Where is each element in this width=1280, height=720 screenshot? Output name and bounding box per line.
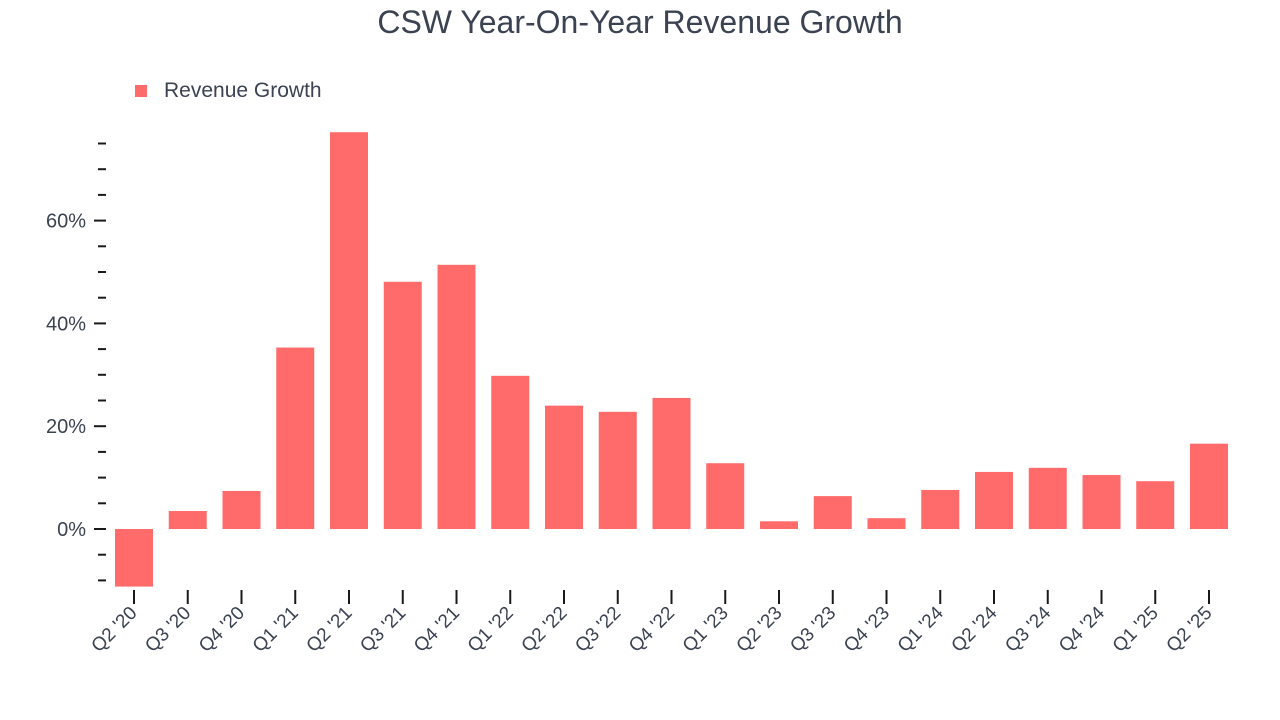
bar <box>921 489 960 529</box>
bar <box>1082 475 1121 529</box>
x-tick-label: Q2 '23 <box>733 603 787 657</box>
bar <box>545 405 583 529</box>
x-tick-label: Q4 '21 <box>410 603 464 657</box>
x-tick-label: Q4 '20 <box>195 603 249 657</box>
bar <box>1190 443 1228 529</box>
bar <box>168 511 207 529</box>
x-tick-label: Q1 '25 <box>1109 603 1163 657</box>
chart-title: CSW Year-On-Year Revenue Growth <box>377 4 903 40</box>
bar <box>760 521 798 529</box>
y-tick-label: 0% <box>57 519 86 541</box>
bar <box>1028 467 1067 529</box>
bar <box>437 264 476 529</box>
bar <box>975 471 1013 529</box>
bar <box>491 375 530 529</box>
bar <box>598 411 637 529</box>
x-tick-label: Q3 '24 <box>1001 602 1055 656</box>
legend-swatch <box>135 85 147 97</box>
x-tick-label: Q2 '24 <box>948 602 1002 656</box>
x-tick-label: Q2 '21 <box>303 603 357 657</box>
x-tick-label: Q1 '21 <box>249 603 303 657</box>
x-tick-label: Q4 '24 <box>1055 602 1109 656</box>
x-tick-label: Q3 '23 <box>786 603 840 657</box>
x-tick-label: Q1 '23 <box>679 603 733 657</box>
bar <box>813 496 852 529</box>
y-tick-label: 60% <box>46 211 86 233</box>
bar <box>330 132 368 529</box>
bar <box>1136 481 1175 529</box>
legend: Revenue Growth <box>135 79 322 103</box>
bar <box>383 281 422 529</box>
x-tick-label: Q3 '20 <box>141 603 195 657</box>
x-tick-label: Q4 '22 <box>625 603 679 657</box>
bar <box>276 347 315 529</box>
bar <box>867 518 906 529</box>
legend-label: Revenue Growth <box>164 79 322 102</box>
bar <box>115 529 153 587</box>
y-tick-label: 20% <box>46 416 86 438</box>
x-tick-label: Q2 '22 <box>518 603 572 657</box>
bar <box>652 397 691 529</box>
x-tick-label: Q3 '21 <box>356 603 410 657</box>
x-tick-label: Q1 '24 <box>894 602 948 656</box>
x-tick-label: Q4 '23 <box>840 603 894 657</box>
x-tick-label: Q1 '22 <box>464 603 518 657</box>
x-tick-label: Q3 '22 <box>571 603 625 657</box>
bar <box>706 463 745 529</box>
bar <box>222 490 261 529</box>
x-tick-label: Q2 '25 <box>1163 603 1217 657</box>
x-tick-label: Q2 '20 <box>88 603 142 657</box>
y-tick-label: 40% <box>46 313 86 335</box>
